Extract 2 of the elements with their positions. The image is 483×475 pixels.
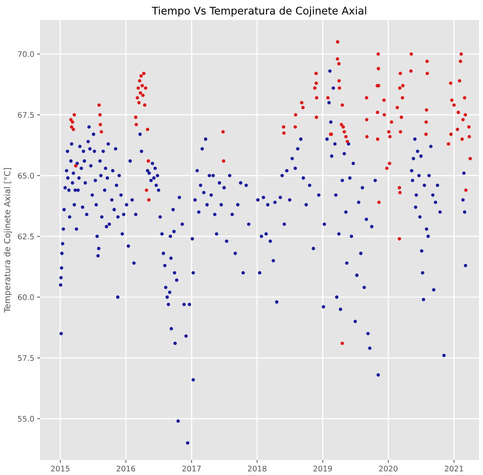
y-axis-title: Temperatura de Cojinete Axial [°C] bbox=[4, 168, 12, 313]
chart-title: Tiempo Vs Temperatura de Cojinete Axial bbox=[152, 6, 366, 17]
